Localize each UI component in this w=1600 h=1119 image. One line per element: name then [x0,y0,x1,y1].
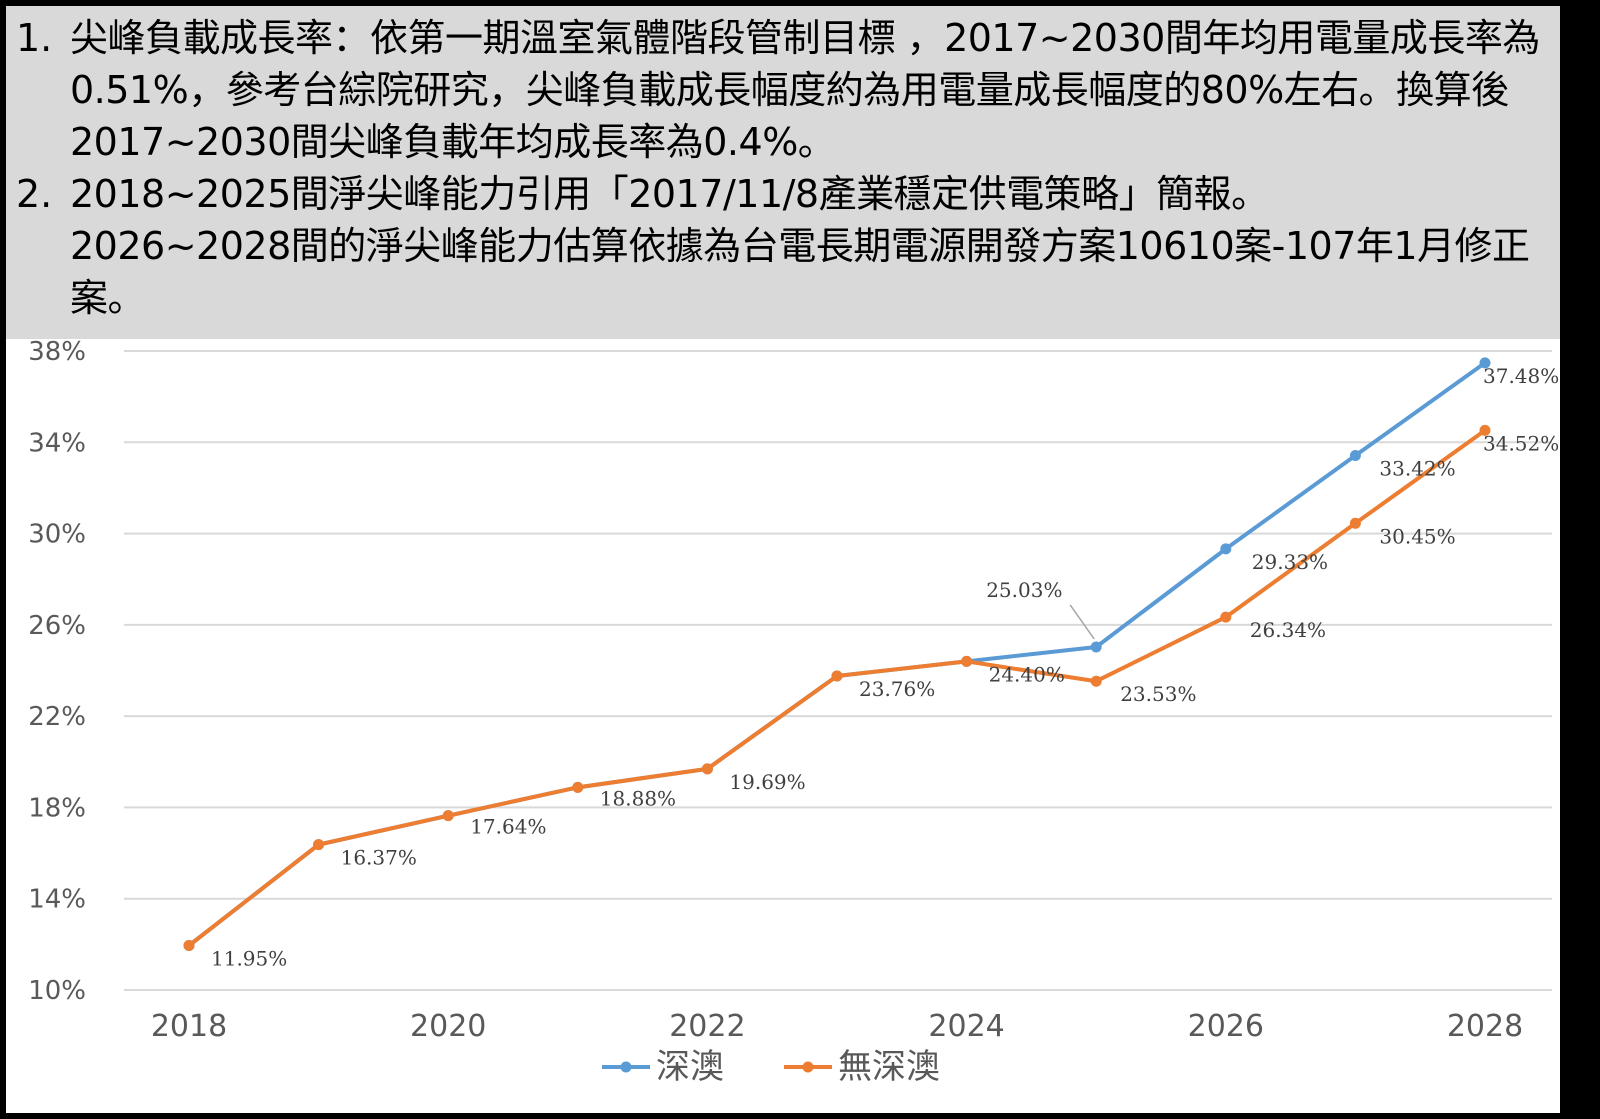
y-axis-tick-labels: 10% 14% 18% 22% 26% 30% 34% 38% [28,337,86,1006]
x-tick-label: 2020 [410,1009,486,1044]
series-lines [183,357,1491,951]
x-axis-tick-labels: 2018 2020 2022 2024 2026 2028 [151,1009,1523,1044]
data-label: 16.37% [341,846,417,870]
data-point [1090,641,1102,653]
x-tick-label: 2026 [1188,1009,1264,1044]
data-point [1220,611,1232,623]
notes-box: 1. 尖峰負載成長率：依第一期溫室氣體階段管制目標 ，2017~2030間年均用… [6,6,1560,339]
data-point [313,839,325,851]
legend-swatch-marker [802,1061,814,1073]
y-tick-label: 38% [28,337,86,367]
data-label: 33.42% [1379,457,1455,481]
data-label: 29.33% [1252,550,1328,574]
data-label: 11.95% [211,946,287,970]
data-label: 23.76% [859,677,935,701]
data-label: 23.53% [1120,682,1196,706]
note-text: 尖峰負載成長率：依第一期溫室氣體階段管制目標 ，2017~2030間年均用電量成… [70,16,1540,164]
legend-label: 深澳 [656,1047,724,1087]
legend: 深澳 無深澳 [602,1047,940,1087]
x-tick-label: 2022 [669,1009,745,1044]
data-labels: 25.03% 29.33% 33.42% 37.48% 11.95% 16.37% 17.6… [211,364,1559,971]
legend-swatch-marker [620,1061,632,1073]
data-label: 19.69% [729,770,805,794]
x-tick-label: 2024 [928,1009,1004,1044]
data-point [831,670,843,682]
data-point [1090,675,1102,687]
data-point [572,781,584,793]
data-point [442,810,454,822]
data-label: 24.40% [989,662,1065,686]
data-point [183,939,195,951]
data-point [1349,450,1361,462]
y-tick-label: 26% [28,611,86,641]
data-label: 17.64% [470,815,546,839]
y-tick-label: 14% [28,885,86,915]
note-number: 2. [16,172,53,216]
data-label: 34.52% [1483,431,1559,455]
data-point [1479,424,1491,436]
note-item-1: 1. 尖峰負載成長率：依第一期溫室氣體階段管制目標 ，2017~2030間年均用… [16,12,1550,168]
y-tick-label: 34% [28,428,86,458]
label-leader-line [1069,604,1095,640]
data-label: 18.88% [600,786,676,810]
data-label: 37.48% [1483,364,1559,388]
x-tick-label: 2018 [151,1009,227,1044]
data-point [701,763,713,775]
note-text: 2018~2025間淨尖峰能力引用「2017/11/8產業穩定供電策略」簡報。 … [70,172,1530,320]
series-no-shenao [183,424,1491,951]
y-tick-label: 18% [28,793,86,823]
gridlines [124,350,1552,991]
legend-item: 深澳 [602,1047,724,1087]
data-point [1220,543,1232,555]
data-point [1349,517,1361,529]
data-point [961,655,973,667]
x-tick-label: 2028 [1447,1009,1523,1044]
y-tick-label: 22% [28,702,86,732]
note-item-2: 2. 2018~2025間淨尖峰能力引用「2017/11/8產業穩定供電策略」簡… [16,168,1550,324]
note-number: 1. [16,16,53,60]
data-label: 26.34% [1250,618,1326,642]
y-tick-label: 30% [28,520,86,550]
data-label: 25.03% [986,578,1062,602]
legend-item: 無深澳 [784,1047,940,1087]
y-tick-label: 10% [28,976,86,1006]
data-point [1479,357,1491,369]
data-label: 30.45% [1379,524,1455,548]
legend-label: 無深澳 [838,1047,940,1087]
